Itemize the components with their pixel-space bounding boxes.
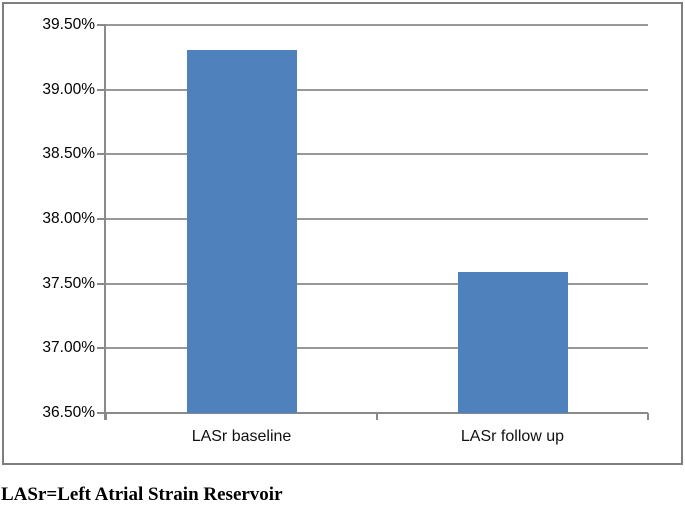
bar-lasr-baseline (187, 50, 297, 413)
chart-frame: 39.50% 39.00% 38.50% 38.00% 37.50% 37.00% 36.5… (2, 2, 683, 465)
y-axis-tick-label: 39.00% (42, 81, 95, 98)
y-axis-tick-label: 39.50% (42, 16, 95, 33)
y-axis-tick (97, 412, 106, 414)
x-axis-tick (376, 413, 378, 420)
x-axis-category-label: LASr follow up (460, 428, 565, 445)
y-axis-tick-label: 36.50% (42, 404, 95, 421)
gridline (106, 347, 648, 349)
y-axis-tick (97, 89, 106, 91)
y-axis-tick-label: 37.00% (42, 339, 95, 356)
y-axis-tick (97, 218, 106, 220)
y-axis-line (104, 24, 106, 420)
y-axis-tick (97, 347, 106, 349)
bar-lasr-follow-up (458, 272, 568, 413)
figure-caption: LASr=Left Atrial Strain Reservoir (1, 484, 283, 505)
y-axis-tick-label: 38.50% (42, 145, 95, 162)
x-axis-tick (647, 413, 649, 420)
gridline (106, 24, 648, 26)
gridline (106, 153, 648, 155)
y-axis-tick-label: 37.50% (42, 275, 95, 292)
gridline (106, 218, 648, 220)
gridline (106, 283, 648, 285)
y-axis-tick (97, 153, 106, 155)
y-axis-tick (97, 24, 106, 26)
y-axis-tick (97, 283, 106, 285)
gridline (106, 89, 648, 91)
x-axis-tick (105, 413, 107, 420)
y-axis-tick-label: 38.00% (42, 210, 95, 227)
x-axis-category-label: LASr baseline (191, 428, 292, 445)
